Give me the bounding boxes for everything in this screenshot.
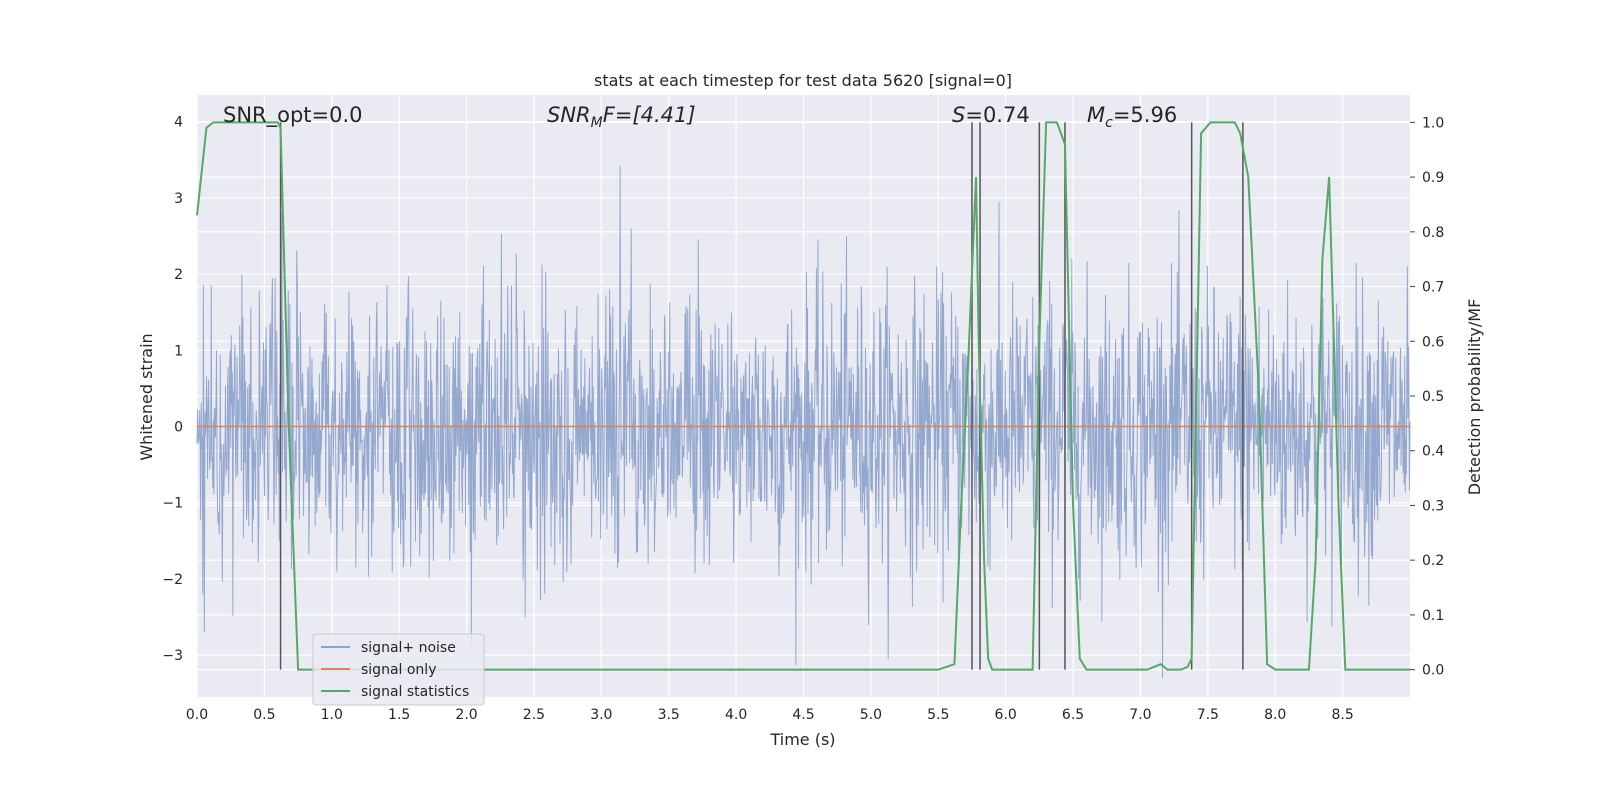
x-tick-label: 0.5 bbox=[253, 707, 275, 723]
annotation-snr-mf-value: F=[4.41] bbox=[603, 103, 696, 127]
right-y-tick-label: 0.3 bbox=[1422, 498, 1444, 514]
annotation-snr-mf-subscript: M bbox=[591, 115, 603, 131]
x-tick-label: 7.5 bbox=[1197, 707, 1219, 723]
x-tick-label: 0.0 bbox=[186, 707, 208, 723]
legend: signal+ noise signal only signal statist… bbox=[312, 633, 485, 706]
legend-label-signal-plus-noise: signal+ noise bbox=[361, 640, 456, 656]
x-tick-label: 2.5 bbox=[523, 707, 545, 723]
annotation-mc-symbol: M bbox=[1087, 103, 1105, 127]
annotation-mc-value: =5.96 bbox=[1113, 103, 1177, 127]
legend-box bbox=[312, 633, 485, 706]
left-y-tick-label: 1 bbox=[174, 343, 183, 359]
x-tick-label: 1.0 bbox=[321, 707, 343, 723]
annotation-s-value: =0.74 bbox=[965, 103, 1029, 127]
annotation-snr-mf-symbol: SNR bbox=[547, 103, 591, 127]
right-y-tick-label: 0.5 bbox=[1422, 389, 1444, 405]
left-y-tick-label: −2 bbox=[162, 572, 183, 588]
x-tick-label: 8.5 bbox=[1331, 707, 1353, 723]
x-tick-label: 8.0 bbox=[1264, 707, 1286, 723]
x-tick-label: 1.5 bbox=[388, 707, 410, 723]
series-signal-statistics bbox=[196, 121, 1410, 671]
annotation-mc: Mc=5.96 bbox=[1087, 103, 1177, 131]
left-y-tick-label: −3 bbox=[162, 648, 183, 664]
chart-title: stats at each timestep for test data 562… bbox=[594, 71, 1012, 90]
right-y-tick-label: 1.0 bbox=[1422, 115, 1444, 131]
annotation-s: S=0.74 bbox=[952, 103, 1030, 127]
x-tick-label: 3.5 bbox=[658, 707, 680, 723]
x-tick-label: 6.0 bbox=[995, 707, 1017, 723]
right-y-tick-label: 0.6 bbox=[1422, 334, 1444, 350]
legend-label-signal-only: signal only bbox=[361, 662, 436, 678]
right-y-tick-label: 0.4 bbox=[1422, 444, 1444, 460]
right-y-axis-ticks: 0.0 0.1 0.2 0.3 0.4 0.5 0.6 0.7 0.8 0.9 1.0 bbox=[1410, 115, 1444, 679]
right-y-axis-label: Detection probability/MF bbox=[1465, 299, 1484, 496]
left-y-axis-ticks: −3 −2 −1 0 1 2 3 4 bbox=[162, 115, 183, 664]
left-y-tick-label: 3 bbox=[174, 191, 183, 207]
x-tick-label: 2.0 bbox=[455, 707, 477, 723]
x-tick-label: 3.0 bbox=[590, 707, 612, 723]
annotation-snr-mf: SNRMF=[4.41] bbox=[547, 103, 696, 131]
x-tick-label: 4.5 bbox=[792, 707, 814, 723]
left-y-tick-label: 4 bbox=[174, 115, 183, 131]
left-y-axis-label: Whitened strain bbox=[137, 333, 156, 460]
right-y-tick-label: 0.9 bbox=[1422, 170, 1444, 186]
x-axis-ticks: 0.0 0.5 1.0 1.5 2.0 2.5 3.0 3.5 4.0 4.5 5.0 5.5 6.0 6… bbox=[186, 707, 1354, 723]
noise-line bbox=[196, 165, 1411, 678]
right-y-tick-label: 0.7 bbox=[1422, 280, 1444, 296]
left-y-tick-label: −1 bbox=[162, 496, 183, 512]
left-y-tick-label: 0 bbox=[174, 419, 183, 435]
x-tick-label: 5.0 bbox=[860, 707, 882, 723]
right-y-tick-label: 0.0 bbox=[1422, 663, 1444, 679]
series-signal-plus-noise bbox=[196, 165, 1411, 678]
annotation-snr-opt: SNR_opt=0.0 bbox=[223, 103, 363, 128]
right-y-tick-label: 0.8 bbox=[1422, 225, 1444, 241]
annotation-s-symbol: S bbox=[952, 103, 965, 127]
right-y-tick-label: 0.2 bbox=[1422, 553, 1444, 569]
legend-label-signal-statistics: signal statistics bbox=[361, 684, 469, 700]
left-y-tick-label: 2 bbox=[174, 267, 183, 283]
statistics-line bbox=[196, 121, 1410, 671]
x-tick-label: 7.0 bbox=[1129, 707, 1151, 723]
annotation-mc-subscript: c bbox=[1105, 115, 1113, 131]
right-y-tick-label: 0.1 bbox=[1422, 608, 1444, 624]
x-axis-label: Time (s) bbox=[769, 730, 835, 749]
x-tick-label: 4.0 bbox=[725, 707, 747, 723]
x-tick-label: 5.5 bbox=[927, 707, 949, 723]
x-tick-label: 6.5 bbox=[1062, 707, 1084, 723]
